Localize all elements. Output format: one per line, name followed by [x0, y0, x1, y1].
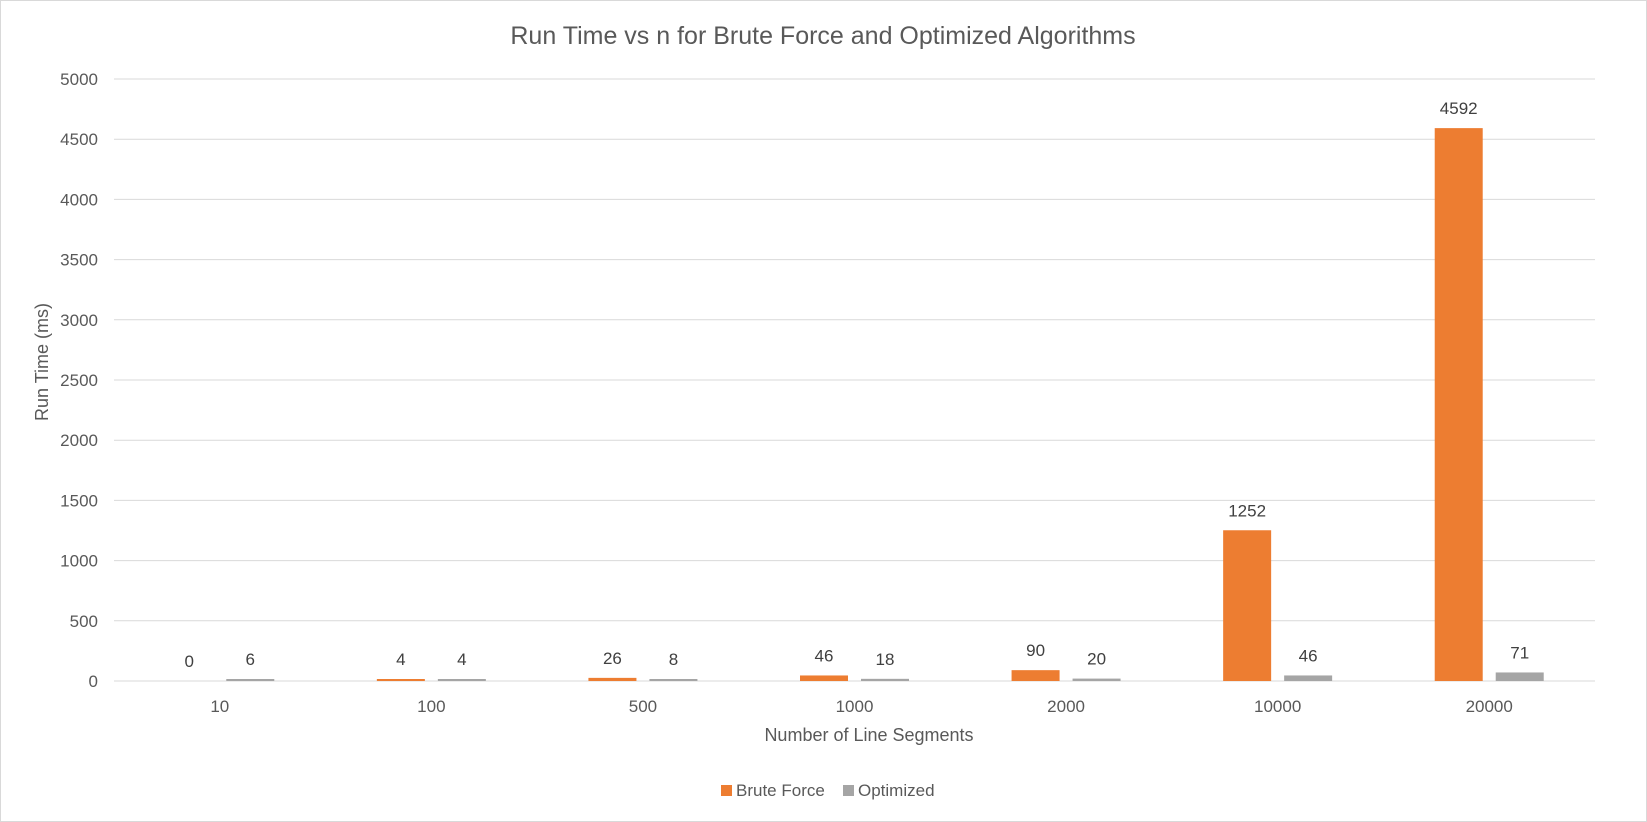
bar-optimized: [649, 679, 698, 681]
bar-optimized: [861, 678, 909, 681]
bars: [226, 128, 1544, 682]
data-label: 90: [1026, 641, 1045, 660]
y-tick-label: 4000: [60, 190, 98, 209]
y-tick-label: 2000: [60, 431, 98, 450]
x-tick-label: 2000: [1047, 697, 1085, 716]
data-label: 0: [185, 652, 194, 671]
gridlines: [114, 78, 1595, 682]
bar-optimized: [1495, 672, 1544, 681]
y-tick-label: 1500: [60, 491, 98, 510]
legend-swatch: [721, 785, 732, 796]
data-label: 8: [669, 650, 678, 669]
legend-label: Brute Force: [736, 781, 825, 800]
y-tick-label: 1000: [60, 552, 98, 571]
data-label: 46: [1299, 646, 1318, 665]
bar-optimized: [437, 679, 486, 681]
y-tick-label: 3500: [60, 251, 98, 270]
y-tick-label: 500: [70, 612, 98, 631]
x-tick-label: 10: [210, 697, 229, 716]
bar-optimized: [226, 679, 275, 681]
bar-brute-force: [1223, 530, 1272, 681]
y-axis-ticks: 0 500 1000 1500 2000 2500 3000 3500 4000 4500 5000: [60, 70, 98, 691]
legend-label: Optimized: [858, 781, 935, 800]
data-label: 4: [396, 650, 405, 669]
x-tick-label: 100: [417, 697, 445, 716]
bar-brute-force: [588, 677, 637, 681]
legend: Brute Force Optimized: [721, 781, 935, 800]
x-axis-ticks: 10 100 500 1000 2000 10000 20000: [210, 697, 1513, 716]
bar-brute-force: [1011, 670, 1060, 681]
data-label: 20: [1087, 650, 1106, 669]
y-tick-label: 3000: [60, 311, 98, 330]
x-axis-title: Number of Line Segments: [764, 725, 973, 745]
data-label: 46: [815, 646, 834, 665]
y-tick-label: 0: [89, 672, 98, 691]
data-label: 4592: [1440, 99, 1478, 118]
y-tick-label: 2500: [60, 371, 98, 390]
x-tick-label: 1000: [836, 697, 874, 716]
chart-title: Run Time vs n for Brute Force and Optimi…: [510, 22, 1135, 50]
data-label: 26: [603, 649, 622, 668]
data-label: 71: [1510, 643, 1529, 662]
bar-brute-force: [376, 679, 425, 681]
y-axis-title: Run Time (ms): [32, 303, 52, 421]
y-tick-label: 4500: [60, 130, 98, 149]
data-label: 4: [457, 650, 466, 669]
legend-swatch: [843, 785, 854, 796]
data-label: 6: [246, 650, 255, 669]
x-tick-label: 500: [629, 697, 657, 716]
y-tick-label: 5000: [60, 70, 98, 89]
bar-brute-force: [1434, 128, 1483, 682]
x-tick-label: 10000: [1254, 697, 1301, 716]
data-label: 18: [876, 650, 895, 669]
x-tick-label: 20000: [1466, 697, 1513, 716]
bar-brute-force: [800, 675, 848, 681]
bar-optimized: [1072, 678, 1121, 681]
bar-optimized: [1284, 675, 1333, 681]
data-label: 1252: [1228, 501, 1266, 520]
